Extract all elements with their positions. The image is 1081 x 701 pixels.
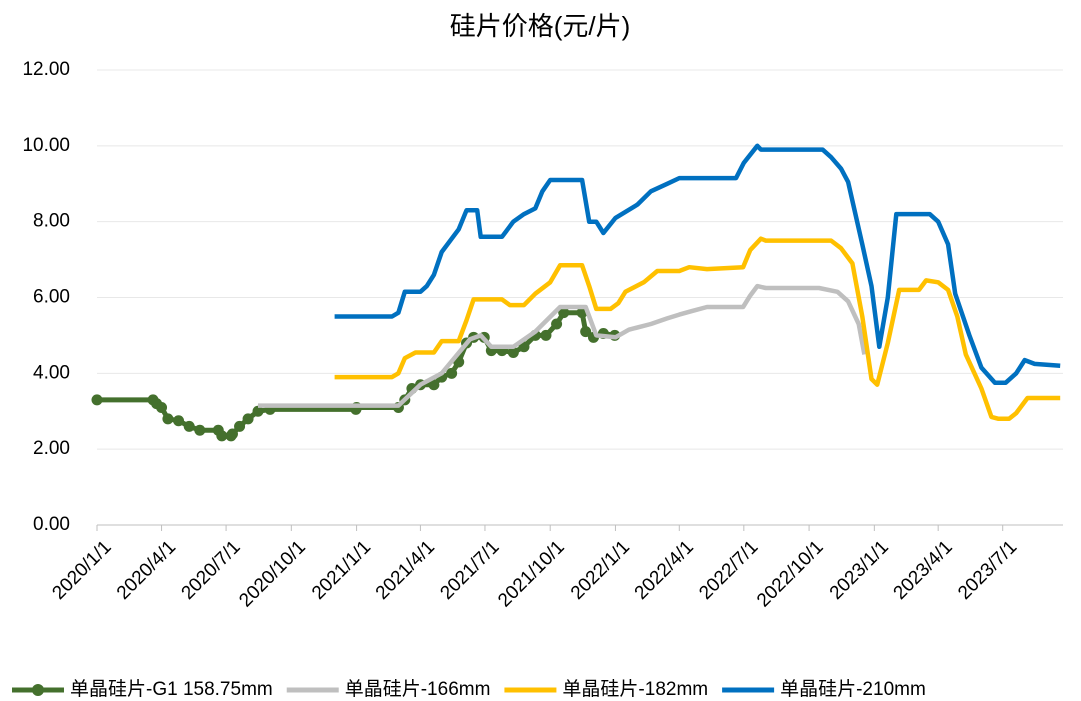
series-line <box>334 143 1061 386</box>
legend-label: 单晶硅片-210mm <box>780 678 926 700</box>
x-tick-label: 2023/7/1 <box>954 537 1021 604</box>
series-marker <box>91 394 103 406</box>
series-marker <box>558 307 570 319</box>
legend-marker <box>32 684 44 696</box>
legend: 单晶硅片-G1 158.75mm 单晶硅片-166mm 单晶硅片-182mm 单晶硅片… <box>12 678 926 700</box>
series-marker <box>551 318 563 330</box>
y-tick-label: 0.00 <box>33 514 70 535</box>
series-marker <box>242 413 254 425</box>
x-tick-label: 2020/7/1 <box>178 537 245 604</box>
legend-label: 单晶硅片-182mm <box>562 678 708 700</box>
x-tick-label: 2023/4/1 <box>890 537 957 604</box>
y-tick-label: 2.00 <box>33 438 70 459</box>
series-marker <box>580 326 592 338</box>
x-tick-label: 2022/10/1 <box>753 537 828 612</box>
series-marker <box>226 428 238 440</box>
x-tick-label: 2023/1/1 <box>826 537 893 604</box>
series-marker <box>252 405 264 417</box>
legend-label: 单晶硅片-166mm <box>345 678 491 700</box>
series-marker <box>234 420 246 432</box>
x-tick-label: 2020/10/1 <box>235 537 310 612</box>
x-tick-label: 2020/1/1 <box>48 537 115 604</box>
series-line <box>258 283 867 408</box>
x-tick-label: 2021/1/1 <box>308 537 375 604</box>
y-tick-label: 10.00 <box>22 135 70 156</box>
series-marker <box>540 329 552 341</box>
x-tick-label: 2020/4/1 <box>113 537 180 604</box>
series-marker <box>156 401 168 413</box>
series-marker <box>446 367 458 379</box>
y-tick-label: 8.00 <box>33 211 70 232</box>
x-tick-label: 2022/1/1 <box>567 537 634 604</box>
x-tick-label: 2021/10/1 <box>494 537 569 612</box>
series-marker <box>194 424 206 436</box>
legend-label: 单晶硅片-G1 158.75mm <box>70 678 273 700</box>
x-tick-label: 2021/4/1 <box>372 537 439 604</box>
x-tick-label: 2022/4/1 <box>631 537 698 604</box>
series-marker <box>428 379 440 391</box>
x-tick-label: 2022/7/1 <box>695 537 762 604</box>
series-marker <box>507 346 519 358</box>
y-tick-label: 6.00 <box>33 287 70 308</box>
series-marker <box>173 415 185 427</box>
y-tick-label: 12.00 <box>22 59 70 80</box>
y-tick-label: 4.00 <box>33 362 70 383</box>
x-tick-label: 2021/7/1 <box>436 537 503 604</box>
series-line <box>334 236 1061 422</box>
series-marker <box>162 413 174 425</box>
chart-title: 硅片价格(元/片) <box>450 11 631 41</box>
series-marker <box>216 430 228 442</box>
series-marker <box>183 420 195 432</box>
